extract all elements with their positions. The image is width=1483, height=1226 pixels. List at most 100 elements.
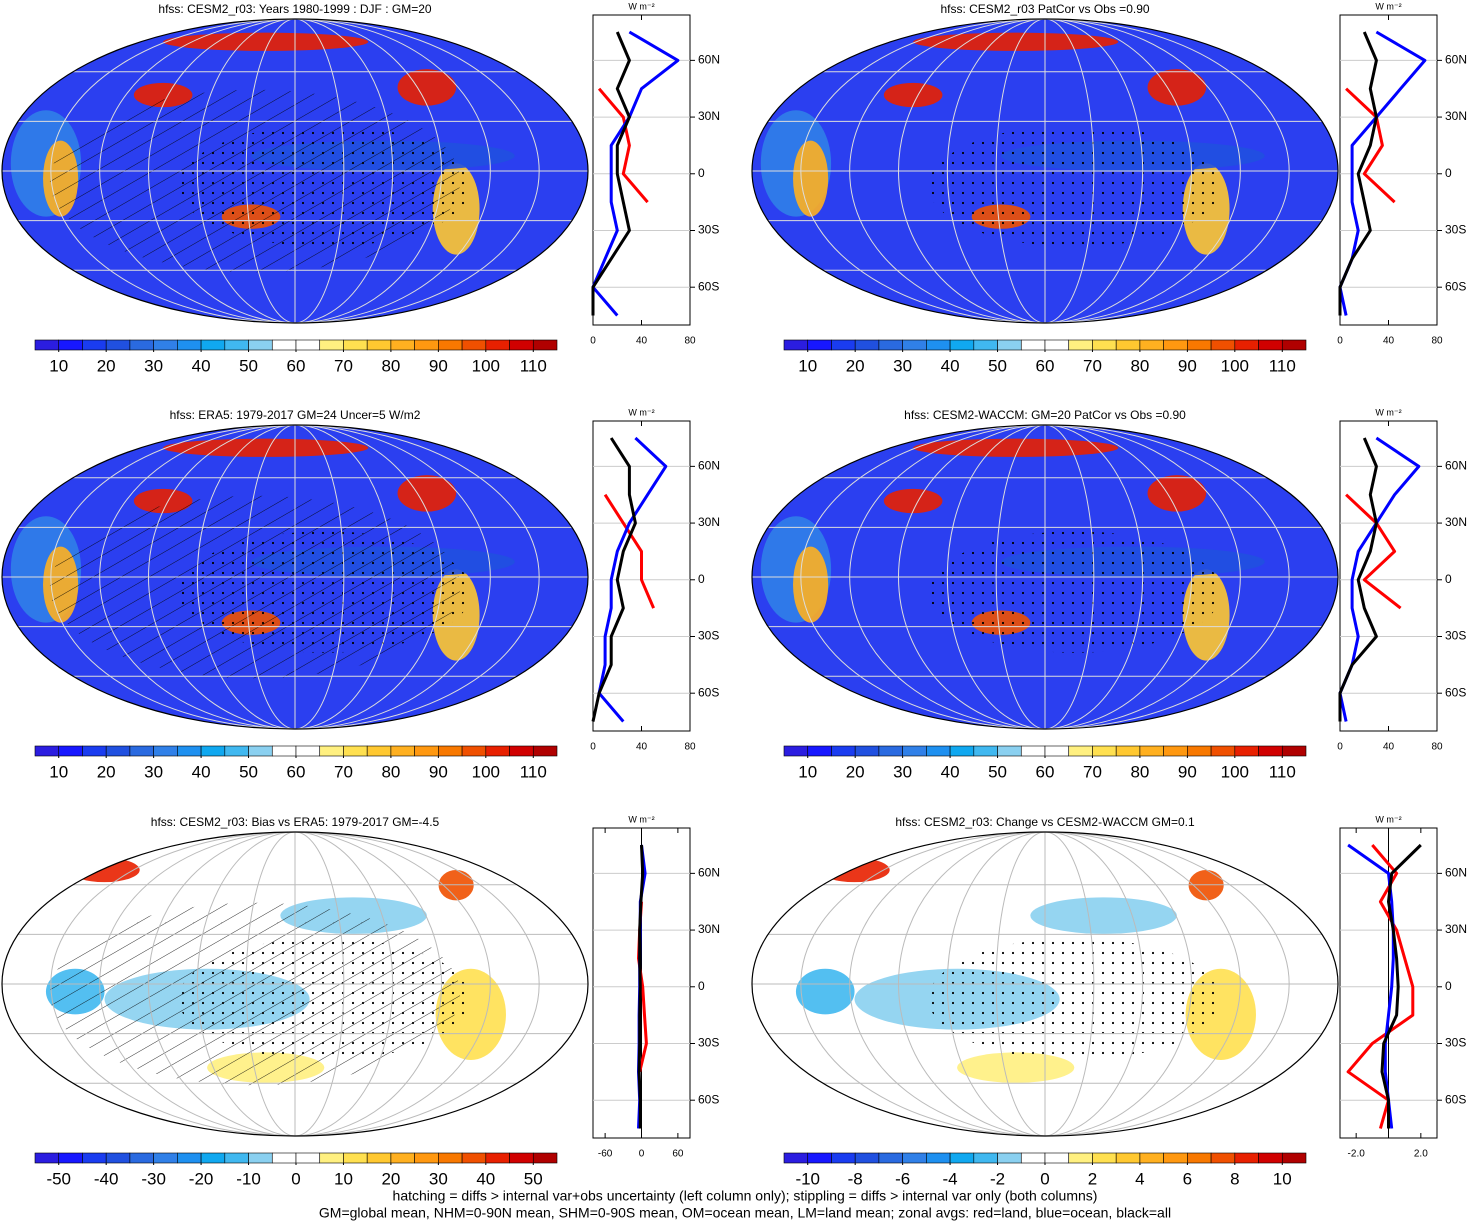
map-field — [2, 832, 588, 1136]
colorbar-box — [902, 1152, 927, 1164]
colorbar-box — [1234, 745, 1259, 757]
colorbar-label: 10 — [798, 356, 817, 375]
graticule — [50, 425, 540, 729]
colorbar-box — [58, 339, 83, 351]
colorbar-box — [390, 745, 415, 757]
stippling — [928, 125, 1222, 247]
colorbar-box — [248, 339, 273, 351]
colorbar-box — [1139, 339, 1164, 351]
colorbar-box — [1281, 1152, 1307, 1164]
x-tick-label: 0 — [639, 1149, 645, 1160]
colorbar-box — [485, 1152, 510, 1164]
unit-label: W m⁻² — [1375, 1, 1401, 11]
map-field — [2, 425, 588, 729]
graticule — [148, 425, 442, 729]
unit-label: W m⁻² — [1375, 407, 1401, 417]
graticule — [800, 425, 1290, 729]
colorbar-box — [1044, 339, 1070, 351]
colorbar-label: -6 — [895, 1169, 910, 1188]
colorbar-box — [1092, 339, 1117, 351]
colorbar-box — [1210, 1152, 1236, 1164]
y-tick-label: 60S — [1445, 279, 1466, 293]
colorbar-box — [973, 339, 998, 351]
map — [1, 18, 589, 324]
colorbar-box — [1163, 339, 1188, 351]
colorbar-label: 50 — [239, 762, 258, 781]
colorbar-box — [129, 1152, 154, 1164]
unit-label: W m⁻² — [628, 814, 654, 824]
colorbar-box — [1092, 745, 1117, 757]
y-tick-label: 60S — [1445, 685, 1466, 699]
graticule — [849, 832, 1241, 1136]
plot-frame — [592, 14, 691, 326]
x-tick-label: -60 — [598, 1149, 613, 1160]
colorbar-label: 0 — [1040, 1169, 1049, 1188]
colorbar-box — [831, 1152, 856, 1164]
colorbar-label: 70 — [334, 762, 353, 781]
colorbar-label: 40 — [476, 1169, 495, 1188]
colorbar-label: 10 — [49, 762, 68, 781]
colorbar-box — [783, 1152, 809, 1164]
map-title: hfss: CESM2_r03 PatCor vs Obs =0.90 — [940, 2, 1149, 16]
colorbar-box — [295, 339, 321, 351]
colorbar-box — [34, 745, 60, 757]
colorbar-box — [485, 339, 510, 351]
colorbar-box — [1068, 1152, 1093, 1164]
colorbar-box — [177, 1152, 202, 1164]
colorbar-label: 60 — [287, 356, 306, 375]
graticule — [99, 19, 491, 323]
y-tick-label: 30S — [1445, 1036, 1466, 1050]
map-region — [397, 69, 457, 106]
colorbar-label: 6 — [1183, 1169, 1192, 1188]
x-tick-label: 2.0 — [1414, 1149, 1428, 1160]
y-tick-label: 30S — [1445, 629, 1466, 643]
stippling — [928, 531, 1222, 653]
colorbar-box — [926, 745, 951, 757]
x-tick-label: 80 — [1431, 742, 1443, 753]
colorbar-label: 10 — [49, 356, 68, 375]
colorbar-box — [997, 745, 1022, 757]
colorbar-box — [461, 745, 487, 757]
colorbar-box — [105, 745, 131, 757]
colorbar-label: 90 — [429, 356, 448, 375]
colorbar-box — [366, 745, 392, 757]
colorbar-label: 100 — [1221, 356, 1249, 375]
map-region — [397, 475, 457, 512]
y-tick-label: 60N — [1445, 866, 1467, 880]
colorbar-box — [461, 339, 487, 351]
colorbar-box — [343, 339, 368, 351]
colorbar-box — [414, 1152, 439, 1164]
colorbar-box — [224, 339, 249, 351]
colorbar-label: 30 — [144, 356, 163, 375]
colorbar-label: -4 — [943, 1169, 958, 1188]
colorbar-box — [532, 745, 558, 757]
graticule — [849, 425, 1241, 729]
unit-label: W m⁻² — [628, 1, 654, 11]
colorbar-box — [807, 745, 832, 757]
colorbar-box — [390, 339, 415, 351]
colorbar-label: 100 — [472, 762, 500, 781]
y-tick-label: 60N — [698, 866, 720, 880]
x-tick-label: 80 — [1431, 336, 1443, 347]
colorbar-label: 50 — [988, 762, 1007, 781]
colorbar-box — [248, 1152, 273, 1164]
colorbar-box — [295, 1152, 321, 1164]
colorbar-box — [1187, 339, 1212, 351]
graticule — [245, 832, 345, 1136]
colorbar-box — [271, 339, 297, 351]
colorbar-box — [438, 745, 463, 757]
x-tick-label: 40 — [636, 336, 648, 347]
colorbar-label: 40 — [941, 762, 960, 781]
colorbar-box — [902, 745, 927, 757]
graticule — [898, 19, 1192, 323]
graticule — [50, 832, 540, 1136]
colorbar-label: 110 — [520, 356, 547, 375]
colorbar-label: 60 — [1036, 356, 1055, 375]
map-region — [913, 32, 1119, 51]
colorbar-box — [224, 745, 249, 757]
y-tick-label: 30N — [1445, 515, 1467, 529]
y-tick-label: 60S — [698, 1092, 719, 1106]
colorbar-box — [1281, 339, 1307, 351]
colorbar-box — [1258, 1152, 1283, 1164]
colorbar-box — [58, 1152, 83, 1164]
